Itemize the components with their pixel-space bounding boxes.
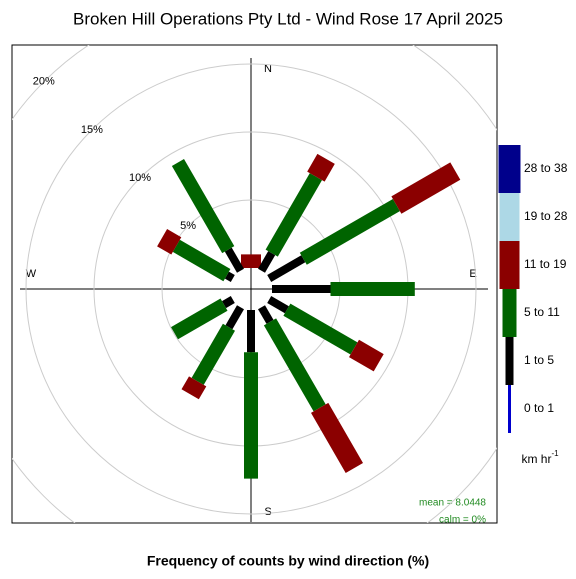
legend-label: 1 to 5 — [524, 353, 554, 367]
rose-segment — [330, 282, 415, 296]
rose-segment — [225, 305, 244, 330]
r-tick-label: 15% — [81, 124, 103, 136]
rose-segment — [391, 162, 461, 214]
rose-segment — [191, 323, 235, 385]
legend-label: 0 to 1 — [524, 401, 554, 415]
rose-segment — [244, 352, 258, 479]
rose-segment — [171, 159, 235, 254]
rose-segment — [222, 296, 235, 309]
legend-swatch — [505, 337, 514, 385]
legend-units: km hr-1 — [521, 449, 559, 466]
rose-segment — [299, 199, 400, 265]
x-axis-label: Frequency of counts by wind direction (%… — [147, 553, 429, 569]
units: km hr — [521, 452, 551, 466]
rose-segment — [241, 254, 261, 268]
rose-segment — [258, 305, 274, 324]
annotation: mean = 8.0448 — [419, 498, 486, 509]
legend-label: 5 to 11 — [524, 305, 560, 319]
rose-segment — [258, 251, 276, 273]
rose-segment — [224, 271, 235, 282]
rose-segment — [247, 310, 255, 353]
legend-swatch — [498, 145, 521, 193]
annotation: calm = 0% — [439, 515, 486, 526]
legend-swatch — [499, 241, 520, 289]
rose-segment — [172, 239, 231, 282]
bars — [156, 153, 461, 479]
r-tick-label: 20% — [33, 76, 55, 88]
rose-segment — [265, 173, 322, 257]
legend-swatch — [499, 193, 520, 241]
compass-label: W — [26, 268, 37, 280]
rose-segment — [157, 229, 182, 255]
rose-segment — [283, 303, 358, 355]
rose-segment — [224, 247, 244, 273]
units-exponent: -1 — [551, 449, 559, 458]
grid-ring — [25, 63, 477, 515]
rose-segment — [263, 318, 326, 412]
legend-label: 11 to 19 — [524, 257, 567, 271]
r-tick-label: 5% — [180, 220, 196, 232]
rose-segment — [267, 296, 289, 314]
compass-label: E — [469, 268, 476, 280]
legend-swatch — [502, 289, 517, 337]
rose-segment — [267, 255, 306, 282]
legend-label: 19 to 28 — [524, 209, 568, 223]
compass-label: N — [264, 63, 272, 75]
compass-label: S — [264, 506, 271, 518]
rose-segment — [307, 153, 335, 182]
legend-swatch — [508, 385, 511, 433]
legend-label: 28 to 38 — [524, 161, 568, 175]
legend: 0 to 1 1 to 5 5 to 11 11 to 19 19 to 28 28 to… — [498, 145, 568, 433]
rose-segment — [349, 339, 384, 372]
rose-segment — [272, 285, 331, 293]
plot-frame — [11, 44, 498, 524]
r-tick-label: 10% — [129, 172, 151, 184]
rose-segment — [311, 402, 363, 473]
chart-title: Broken Hill Operations Pty Ltd - Wind Ro… — [73, 9, 503, 28]
rose-segment — [171, 298, 228, 340]
rose-segment — [181, 376, 207, 400]
